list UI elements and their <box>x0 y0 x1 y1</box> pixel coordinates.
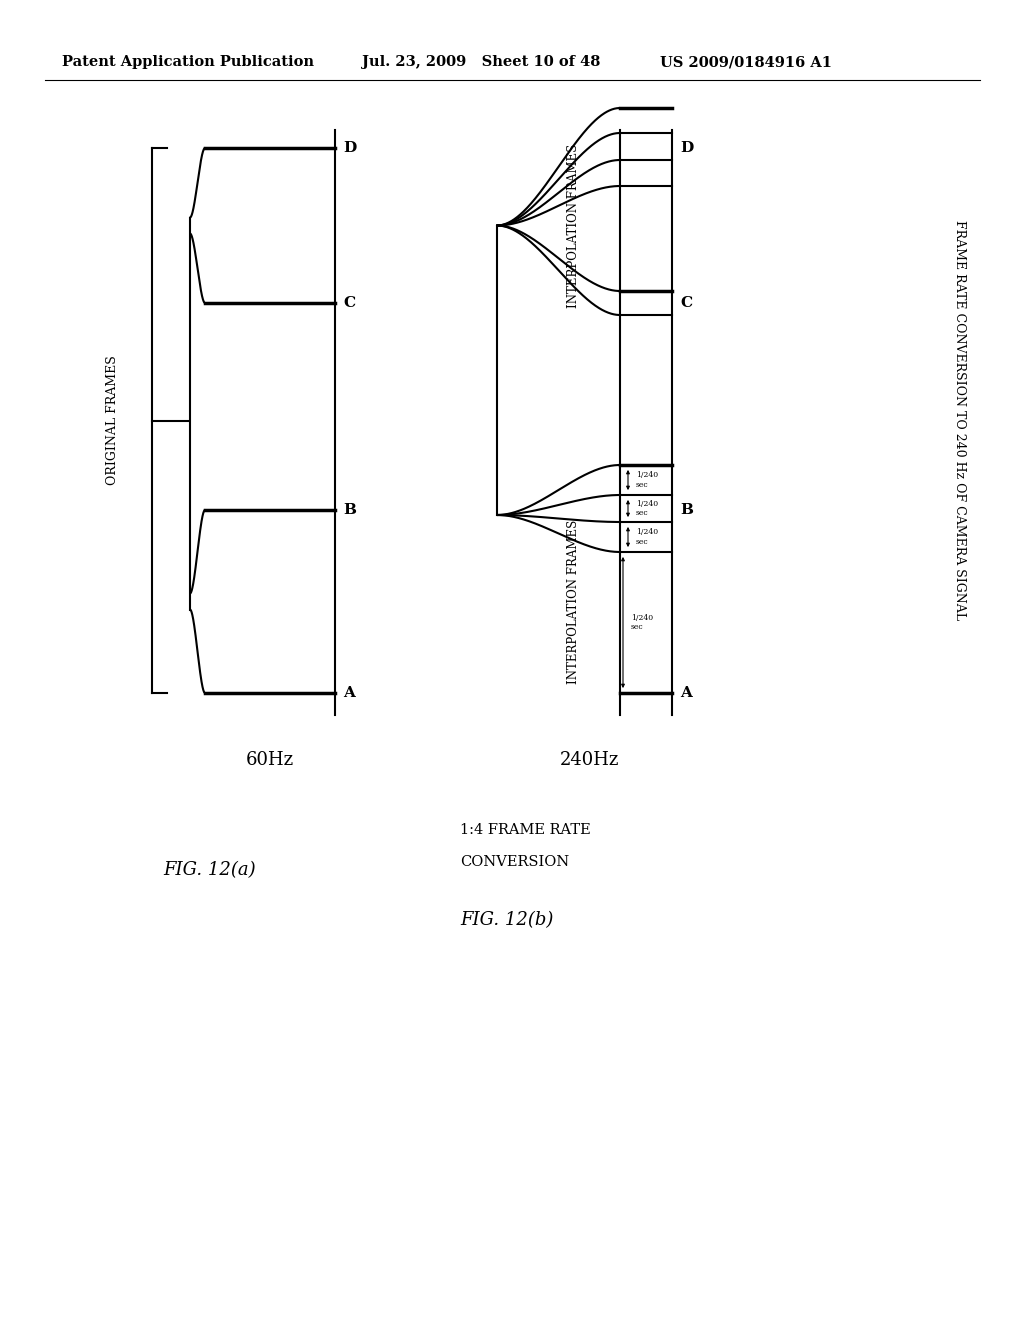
Text: B: B <box>343 503 356 517</box>
Text: D: D <box>343 141 356 154</box>
Text: C: C <box>680 296 692 310</box>
Text: INTERPOLATION FRAMES: INTERPOLATION FRAMES <box>567 519 580 684</box>
Text: FRAME RATE CONVERSION TO 240 Hz OF CAMERA SIGNAL: FRAME RATE CONVERSION TO 240 Hz OF CAMER… <box>953 220 967 620</box>
Text: B: B <box>680 503 693 517</box>
Text: FIG. 12(a): FIG. 12(a) <box>164 861 256 879</box>
Text: A: A <box>680 686 692 700</box>
Text: 60Hz: 60Hz <box>246 751 294 770</box>
Text: A: A <box>343 686 355 700</box>
Text: INTERPOLATION FRAMES: INTERPOLATION FRAMES <box>567 144 580 308</box>
Text: ORIGINAL FRAMES: ORIGINAL FRAMES <box>106 355 120 486</box>
Text: Patent Application Publication: Patent Application Publication <box>62 55 314 69</box>
Text: 1:4 FRAME RATE: 1:4 FRAME RATE <box>460 822 591 837</box>
Text: 1/240
sec: 1/240 sec <box>636 500 658 517</box>
Text: CONVERSION: CONVERSION <box>460 855 569 869</box>
Text: D: D <box>680 141 693 154</box>
Text: 1/240
sec: 1/240 sec <box>636 471 658 488</box>
Text: FIG. 12(b): FIG. 12(b) <box>460 911 553 929</box>
Text: 1/240
sec: 1/240 sec <box>631 614 653 631</box>
Text: 1/240
sec: 1/240 sec <box>636 528 658 545</box>
Text: C: C <box>343 296 355 310</box>
Text: 240Hz: 240Hz <box>560 751 620 770</box>
Text: Jul. 23, 2009   Sheet 10 of 48: Jul. 23, 2009 Sheet 10 of 48 <box>362 55 600 69</box>
Text: US 2009/0184916 A1: US 2009/0184916 A1 <box>660 55 831 69</box>
